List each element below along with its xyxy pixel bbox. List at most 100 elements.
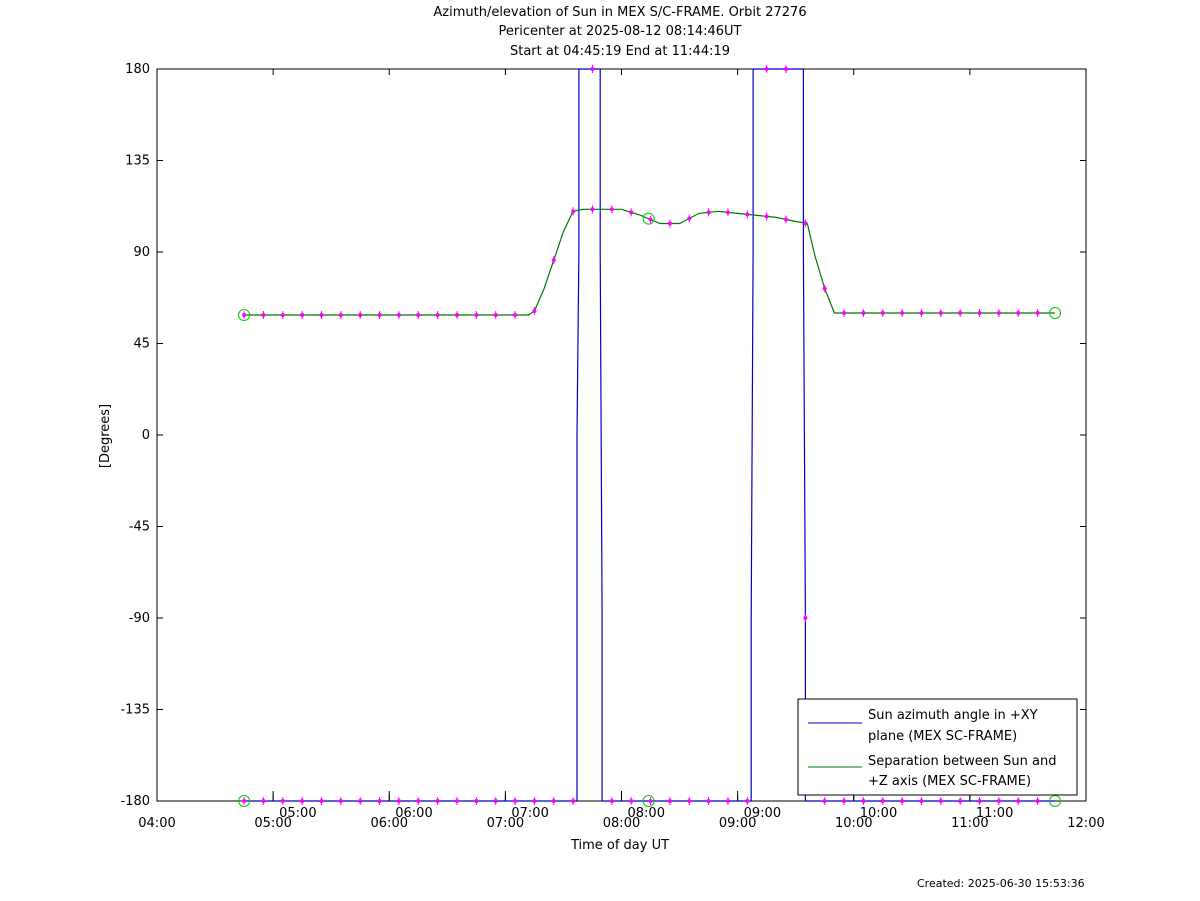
separation-marker <box>590 207 595 212</box>
secondary-tick-label: 08:00 <box>628 806 665 821</box>
separation-marker <box>822 286 827 291</box>
azimuth-marker <box>280 799 285 803</box>
secondary-tick-label: 10:00 <box>860 806 897 821</box>
azimuth-marker <box>977 799 982 803</box>
series-line-separation <box>244 208 1055 316</box>
y-tick-label: -180 <box>120 794 150 809</box>
y-axis-ticks: 180 135 90 45 0 -45 -90 -135 -180 <box>120 62 1086 809</box>
azimuth-marker <box>300 799 305 803</box>
azimuth-marker <box>725 799 730 803</box>
azimuth-marker <box>842 799 847 803</box>
azimuth-marker <box>880 799 885 803</box>
secondary-tick-label: 11:00 <box>976 806 1013 821</box>
separation-marker <box>803 221 808 226</box>
azimuth-marker <box>242 799 247 803</box>
event-circle <box>238 309 251 322</box>
separation-marker <box>571 209 576 214</box>
x-tick-label: 08:00 <box>603 816 640 831</box>
separation-marker <box>261 313 266 318</box>
azimuth-marker <box>687 799 692 803</box>
separation-marker <box>377 313 382 318</box>
separation-marker <box>454 313 459 318</box>
azimuth-marker <box>454 799 459 803</box>
azimuth-marker <box>609 799 614 803</box>
separation-marker <box>358 313 363 318</box>
x-tick-label: 07:00 <box>487 816 524 831</box>
y-tick-label: 90 <box>133 245 150 260</box>
separation-marker <box>629 210 634 215</box>
azimuth-marker <box>900 799 905 803</box>
azimuth-marker <box>764 67 769 71</box>
separation-marker <box>977 311 982 315</box>
legend-label-azimuth-line2: plane (MEX SC-FRAME) <box>868 729 1017 744</box>
legend-label-separation-line1: Separation between Sun and <box>868 754 1056 769</box>
event-circle <box>1049 307 1062 319</box>
azimuth-marker <box>822 799 827 803</box>
separation-marker <box>880 311 885 315</box>
event-circle <box>642 212 655 225</box>
azimuth-marker <box>571 799 576 803</box>
separation-marker <box>242 313 247 318</box>
azimuth-marker <box>958 799 963 803</box>
azimuth-marker <box>938 799 943 803</box>
azimuth-marker <box>1016 799 1021 803</box>
azimuth-marker <box>706 799 711 803</box>
legend: Sun azimuth angle in +XY plane (MEX SC-F… <box>797 698 1078 796</box>
azimuth-marker <box>629 799 634 803</box>
azimuth-marker <box>667 799 672 803</box>
azimuth-marker <box>784 67 789 71</box>
chart-title-line1: Azimuth/elevation of Sun in MEX S/C-FRAM… <box>433 5 807 20</box>
y-tick-label: -90 <box>129 611 150 626</box>
separation-marker <box>551 258 556 263</box>
separation-marker <box>300 313 305 318</box>
chart-title-line2: Pericenter at 2025-08-12 08:14:46UT <box>498 24 742 39</box>
event-circle <box>642 795 655 807</box>
x-axis-ticks: 04:00 05:00 06:00 07:00 08:00 09:00 10:00 11:00… <box>138 69 1105 831</box>
separation-marker <box>1016 311 1021 315</box>
separation-marker <box>687 216 692 221</box>
separation-marker <box>958 311 963 315</box>
azimuth-marker <box>377 799 382 803</box>
azimuth-marker <box>435 799 440 803</box>
x-axis-label: Time of day UT <box>570 838 669 853</box>
azimuth-marker <box>996 799 1001 803</box>
separation-marker <box>416 313 421 318</box>
x-tick-label: 05:00 <box>254 816 291 831</box>
azimuth-marker <box>551 799 556 803</box>
separation-marker <box>435 313 440 318</box>
separation-marker <box>900 311 905 315</box>
x-tick-label: 11:00 <box>951 816 988 831</box>
azimuth-marker <box>396 799 401 803</box>
x-tick-label: 12:00 <box>1067 816 1104 831</box>
separation-marker <box>938 311 943 315</box>
data-series <box>244 68 1055 802</box>
separation-marker <box>842 311 847 315</box>
azimuth-marker <box>261 799 266 803</box>
azimuth-marker <box>358 799 363 803</box>
azimuth-marker <box>493 799 498 803</box>
separation-marker <box>1035 311 1040 315</box>
separation-marker <box>648 217 653 222</box>
y-tick-label: 0 <box>142 428 150 443</box>
azimuth-marker <box>745 799 750 803</box>
y-tick-label: 45 <box>133 337 150 352</box>
separation-marker <box>667 221 672 226</box>
separation-marker <box>396 313 401 318</box>
y-tick-label: -45 <box>129 520 150 535</box>
separation-marker <box>609 207 614 212</box>
x-tick-label: 04:00 <box>138 816 175 831</box>
azimuth-marker <box>861 799 866 803</box>
secondary-tick-label: 07:00 <box>511 806 548 821</box>
x-tick-label: 09:00 <box>719 816 756 831</box>
separation-marker <box>725 210 730 215</box>
secondary-tick-label: 05:00 <box>279 806 316 821</box>
separation-marker <box>532 308 537 313</box>
azimuth-marker <box>513 799 518 803</box>
y-tick-label: -135 <box>120 703 150 718</box>
legend-label-separation-line2: +Z axis (MEX SC-FRAME) <box>868 774 1031 789</box>
series-line-azimuth <box>244 68 1055 802</box>
chart-title-line3: Start at 04:45:19 End at 11:44:19 <box>509 44 731 59</box>
secondary-tick-label: 06:00 <box>395 806 432 821</box>
x-tick-label: 10:00 <box>835 816 872 831</box>
